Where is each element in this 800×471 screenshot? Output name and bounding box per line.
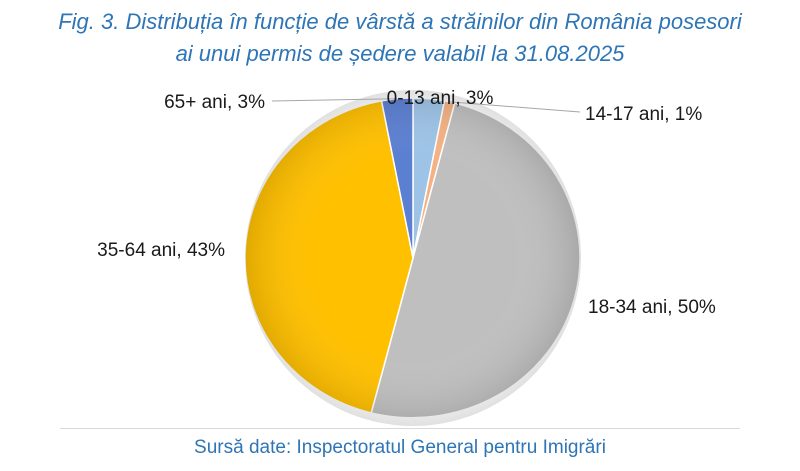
data-label: 14-17 ani, 1%: [585, 104, 702, 125]
data-label: 35-64 ani, 43%: [97, 240, 225, 261]
leader-line: [271, 98, 398, 102]
data-label: 18-34 ani, 50%: [588, 297, 716, 318]
figure-title-line-1: Fig. 3. Distribuția în funcție de vârstă…: [58, 9, 742, 34]
data-label: 0-13 ani, 3%: [387, 88, 494, 109]
source-note: Sursă date: Inspectoratul General pentru…: [194, 437, 606, 458]
figure-title-line-2: ai unui permis de ședere valabil la 31.0…: [175, 41, 625, 66]
divider-line: [60, 428, 740, 429]
pie-slices: [244, 97, 581, 419]
data-labels: 0-13 ani, 3% 14-17 ani, 1% 18-34 ani, 50% 3…: [97, 88, 716, 318]
label-leader-lines: [271, 98, 581, 113]
data-label: 65+ ani, 3%: [164, 92, 265, 113]
figure-title: Fig. 3. Distribuția în funcție de vârstă…: [0, 6, 800, 70]
leader-line: [449, 101, 581, 113]
